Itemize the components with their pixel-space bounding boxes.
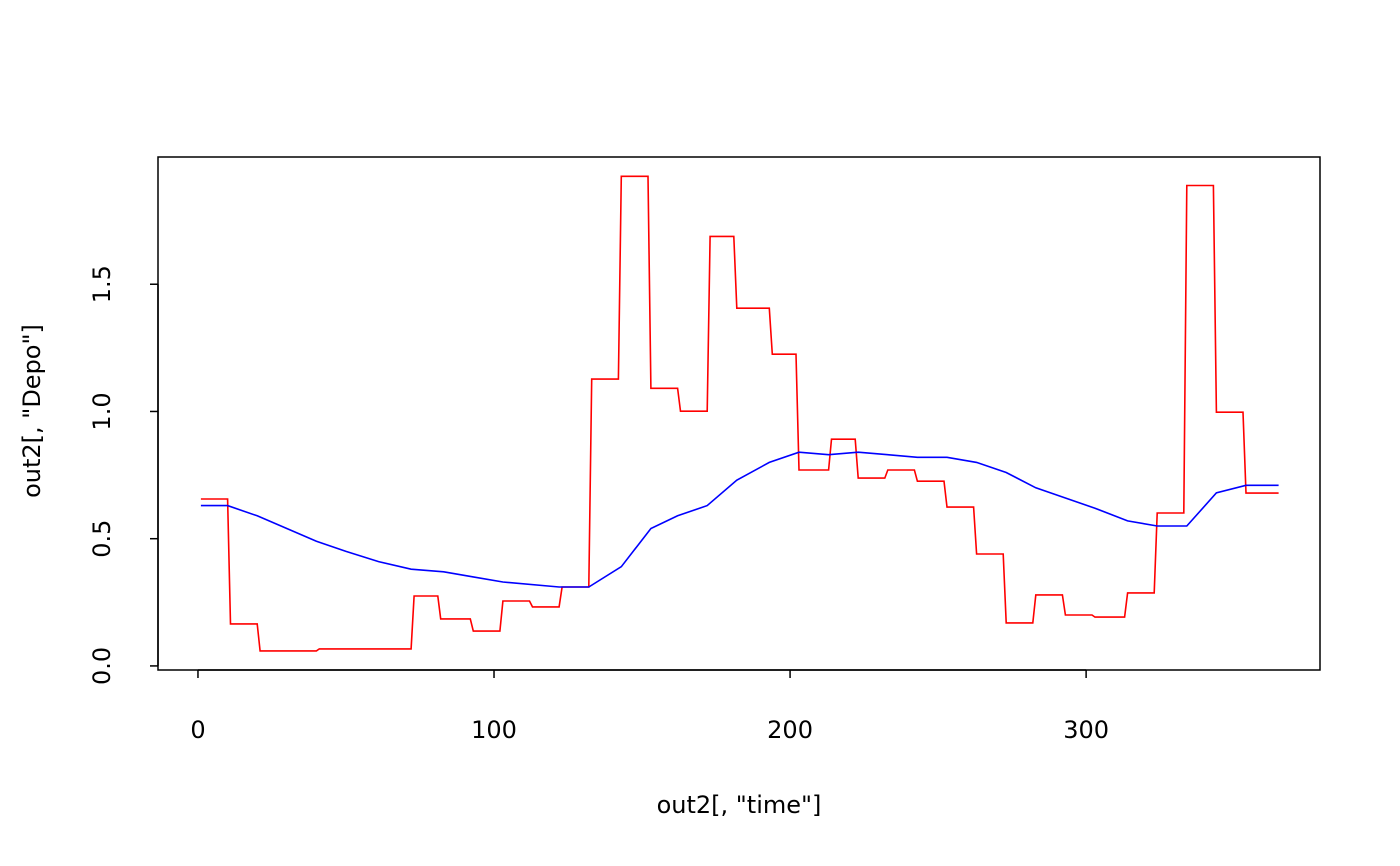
x-tick-label: 300 (1063, 716, 1109, 744)
x-tick-label: 0 (190, 716, 205, 744)
x-tick-label: 200 (767, 716, 813, 744)
y-tick-label: 0.5 (88, 520, 116, 558)
y-tick-label: 1.5 (88, 265, 116, 303)
series-line-1 (200, 451, 1279, 588)
series-layer (200, 175, 1279, 652)
y-tick-label: 0.0 (88, 647, 116, 685)
y-axis-label: out2[, "Depo"] (18, 324, 46, 498)
x-axis: 0 100 200 300 (190, 669, 1109, 744)
series-line-0 (200, 175, 1279, 652)
y-axis: 0.0 0.5 1.0 1.5 (88, 265, 159, 685)
x-tick-label: 100 (471, 716, 517, 744)
x-axis-label: out2[, "time"] (657, 791, 822, 819)
y-tick-label: 1.0 (88, 392, 116, 430)
